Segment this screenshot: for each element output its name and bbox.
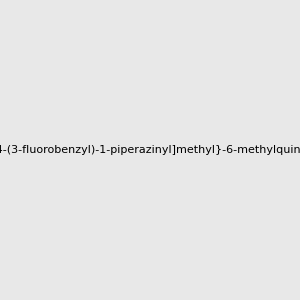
Text: 5-{[4-(3-fluorobenzyl)-1-piperazinyl]methyl}-6-methylquinoline: 5-{[4-(3-fluorobenzyl)-1-piperazinyl]met… [0,145,300,155]
